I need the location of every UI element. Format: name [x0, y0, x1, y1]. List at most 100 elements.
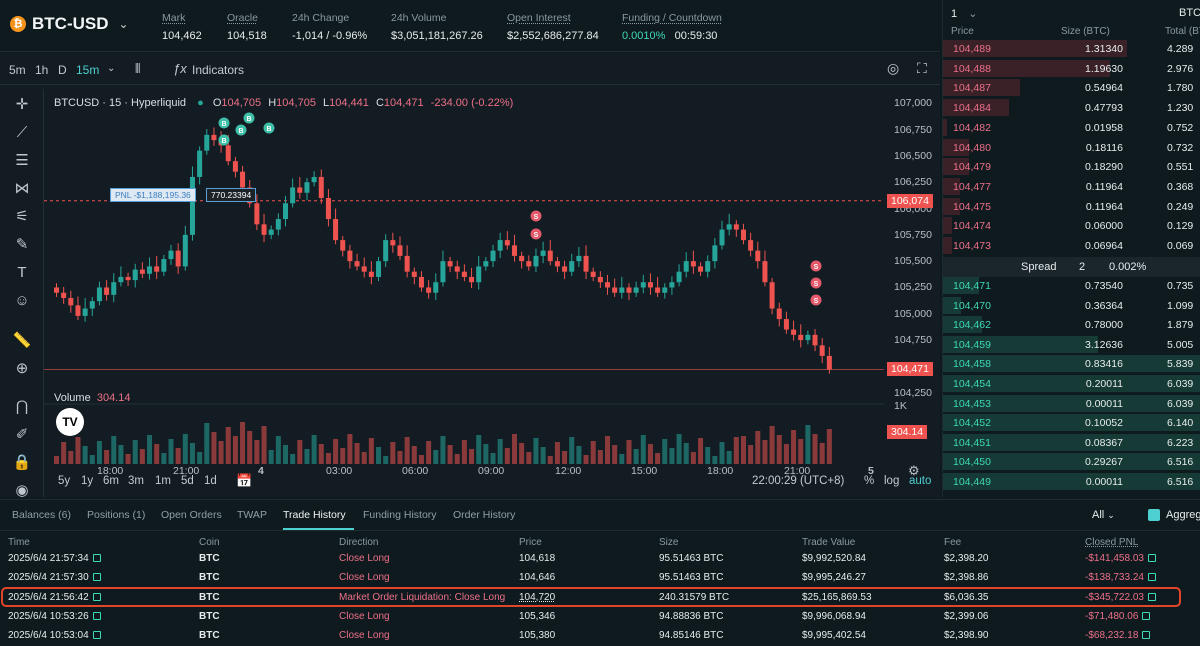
bid-row[interactable]: 104,462 0.78000 1.879 [943, 315, 1200, 334]
pnl-label[interactable]: PNL -$1,188,195.36 [110, 188, 196, 202]
tab-open-orders[interactable]: Open Orders [161, 509, 222, 521]
indicators-button[interactable]: Indicators [192, 63, 245, 77]
closed-pnl-cell[interactable]: -$138,733.24 [1085, 572, 1156, 583]
ask-row[interactable]: 104,487 0.54964 1.780 [943, 78, 1200, 97]
symbol-selector[interactable]: ₿ BTC-USD ⌄ [10, 14, 129, 34]
time-cell[interactable]: 2025/6/4 10:53:04 [8, 630, 101, 641]
bid-row[interactable]: 104,454 0.20011 6.039 [943, 374, 1200, 393]
ask-row[interactable]: 104,475 0.11964 0.249 [943, 197, 1200, 216]
bid-row[interactable]: 104,450 0.29267 6.516 [943, 452, 1200, 471]
tab-funding-history[interactable]: Funding History [363, 509, 437, 521]
table-row[interactable]: 2025/6/4 21:57:30 BTC Close Long 104,646 95.… [0, 568, 1200, 587]
filter-dropdown[interactable]: All ⌄ [1092, 509, 1115, 521]
external-link-icon[interactable] [1147, 592, 1156, 601]
external-link-icon[interactable] [92, 554, 101, 562]
buy-marker[interactable]: B [263, 122, 275, 134]
bid-row[interactable]: 104,470 0.36364 1.099 [943, 296, 1200, 315]
bid-row[interactable]: 104,451 0.08367 6.223 [943, 433, 1200, 452]
auto-toggle[interactable]: auto [909, 475, 932, 487]
tab-trade-history[interactable]: Trade History [283, 509, 346, 521]
bid-row[interactable]: 104,452 0.10052 6.140 [943, 413, 1200, 432]
buy-marker[interactable]: B [243, 112, 255, 124]
ask-row[interactable]: 104,474 0.06000 0.129 [943, 216, 1200, 235]
bid-row[interactable]: 104,459 3.12636 5.005 [943, 335, 1200, 354]
chart-settings-icon[interactable]: ⚙ [908, 463, 920, 478]
bid-row[interactable]: 104,449 0.00011 6.516 [943, 472, 1200, 491]
range-6m[interactable]: 6m [103, 475, 119, 487]
buy-marker[interactable]: B [218, 134, 230, 146]
interval-15m[interactable]: 15m [76, 63, 100, 77]
sell-marker[interactable]: S [810, 260, 822, 272]
bid-row[interactable]: 104,458 0.83416 5.839 [943, 354, 1200, 373]
table-row[interactable]: 2025/6/4 10:53:04 BTC Close Long 105,380 94.… [0, 626, 1200, 645]
table-row[interactable]: 2025/6/4 21:57:34 BTC Close Long 104,618 95.… [0, 549, 1200, 568]
screenshot-icon[interactable]: ◎ [887, 60, 900, 76]
aggregate-checkbox[interactable] [1148, 509, 1160, 521]
indicators-icon[interactable]: ƒx [173, 61, 187, 76]
horizontal-lines-icon[interactable]: ☰ [15, 152, 29, 169]
column-closed-pnl[interactable]: Closed PNL [1085, 537, 1139, 548]
external-link-icon[interactable] [92, 592, 101, 601]
buy-marker[interactable]: B [218, 117, 230, 129]
range-1m[interactable]: 1m [155, 475, 171, 487]
range-3m[interactable]: 3m [128, 475, 144, 487]
lock-icon[interactable]: 🔒 [12, 454, 32, 471]
range-5d[interactable]: 5d [181, 475, 194, 487]
range-1y[interactable]: 1y [81, 475, 94, 487]
emoji-icon[interactable]: ☺ [14, 292, 30, 309]
candle-type-icon[interactable]: ⫴ [135, 61, 141, 76]
interval-5m[interactable]: 5m [9, 63, 26, 77]
external-link-icon[interactable] [1147, 573, 1156, 582]
sell-marker[interactable]: S [810, 294, 822, 306]
chevron-down-icon[interactable]: ⌄ [118, 17, 129, 31]
visibility-dot-icon[interactable]: ● [197, 97, 204, 109]
external-link-icon[interactable] [1142, 611, 1151, 620]
ask-row[interactable]: 104,477 0.11964 0.368 [943, 177, 1200, 196]
tab-twap[interactable]: TWAP [237, 509, 267, 521]
fib-icon[interactable]: ⚟ [15, 208, 29, 225]
book-asset[interactable]: BTC [1179, 7, 1200, 19]
sell-marker[interactable]: S [810, 277, 822, 289]
tradingview-logo-icon[interactable]: TV [56, 408, 84, 436]
eye-icon[interactable]: ◉ [15, 482, 29, 499]
zoom-in-icon[interactable]: ⊕ [15, 360, 29, 377]
tab-balances[interactable]: Balances (6) [12, 509, 71, 521]
ruler-icon[interactable]: 📏 [12, 332, 32, 349]
interval-1h[interactable]: 1h [35, 63, 49, 77]
sell-marker[interactable]: S [530, 228, 542, 240]
closed-pnl-cell[interactable]: -$71,480.06 [1085, 611, 1151, 622]
sell-marker[interactable]: S [530, 210, 542, 222]
lock-drawing-icon[interactable]: ✐ [15, 426, 29, 443]
ask-row[interactable]: 104,479 0.18290 0.551 [943, 157, 1200, 176]
percent-toggle[interactable]: % [864, 475, 875, 487]
closed-pnl-cell[interactable]: -$141,458.03 [1085, 553, 1156, 564]
tab-order-history[interactable]: Order History [453, 509, 516, 521]
price-chart[interactable]: 5m 1h D 15m ⌄ ⫴ ƒx Indicators ◎ ⛶ ✛ ⟋ ☰ … [0, 53, 940, 499]
range-1d[interactable]: 1d [204, 475, 217, 487]
chart-clock[interactable]: 22:00:29 (UTC+8) [752, 475, 845, 487]
time-cell[interactable]: 2025/6/4 21:57:30 [8, 572, 101, 583]
time-cell[interactable]: 2025/6/4 21:57:34 [8, 553, 101, 564]
trend-line-icon[interactable]: ⟋ [16, 124, 28, 141]
ask-row[interactable]: 104,488 1.19630 2.976 [943, 59, 1200, 78]
price-axis[interactable]: 107,000 106,750 106,500 106,250 106,000 105,7… [884, 86, 940, 466]
external-link-icon[interactable] [92, 573, 101, 582]
interval-d[interactable]: D [58, 63, 67, 77]
magnet-icon[interactable]: ⋂ [15, 398, 29, 415]
column-time[interactable]: Time [8, 537, 30, 548]
time-cell[interactable]: 2025/6/4 21:56:42 [8, 592, 101, 603]
external-link-icon[interactable] [1142, 631, 1151, 640]
external-link-icon[interactable] [1147, 554, 1156, 562]
external-link-icon[interactable] [92, 611, 101, 620]
table-row[interactable]: 2025/6/4 21:56:42 BTC Market Order Liquida… [0, 588, 1200, 607]
ask-row[interactable]: 104,473 0.06964 0.069 [943, 236, 1200, 255]
ask-row[interactable]: 104,482 0.01958 0.752 [943, 118, 1200, 137]
brush-icon[interactable]: ✎ [15, 236, 29, 253]
log-toggle[interactable]: log [884, 475, 900, 487]
pattern-icon[interactable]: ⋈ [14, 180, 30, 197]
text-icon[interactable]: T [17, 264, 27, 281]
buy-marker[interactable]: B [235, 124, 247, 136]
tab-positions[interactable]: Positions (1) [87, 509, 146, 521]
table-row[interactable]: 2025/6/4 10:53:26 BTC Close Long 105,346 94.… [0, 607, 1200, 626]
